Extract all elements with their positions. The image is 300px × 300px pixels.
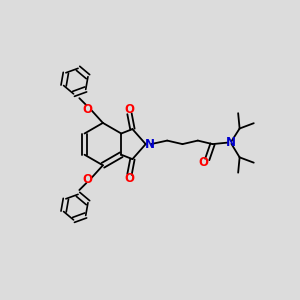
Text: O: O (199, 157, 209, 169)
Text: O: O (83, 103, 93, 116)
Text: O: O (83, 172, 93, 186)
Text: N: N (226, 136, 236, 149)
Text: N: N (145, 138, 154, 151)
Text: O: O (124, 172, 134, 185)
Text: O: O (124, 103, 134, 116)
